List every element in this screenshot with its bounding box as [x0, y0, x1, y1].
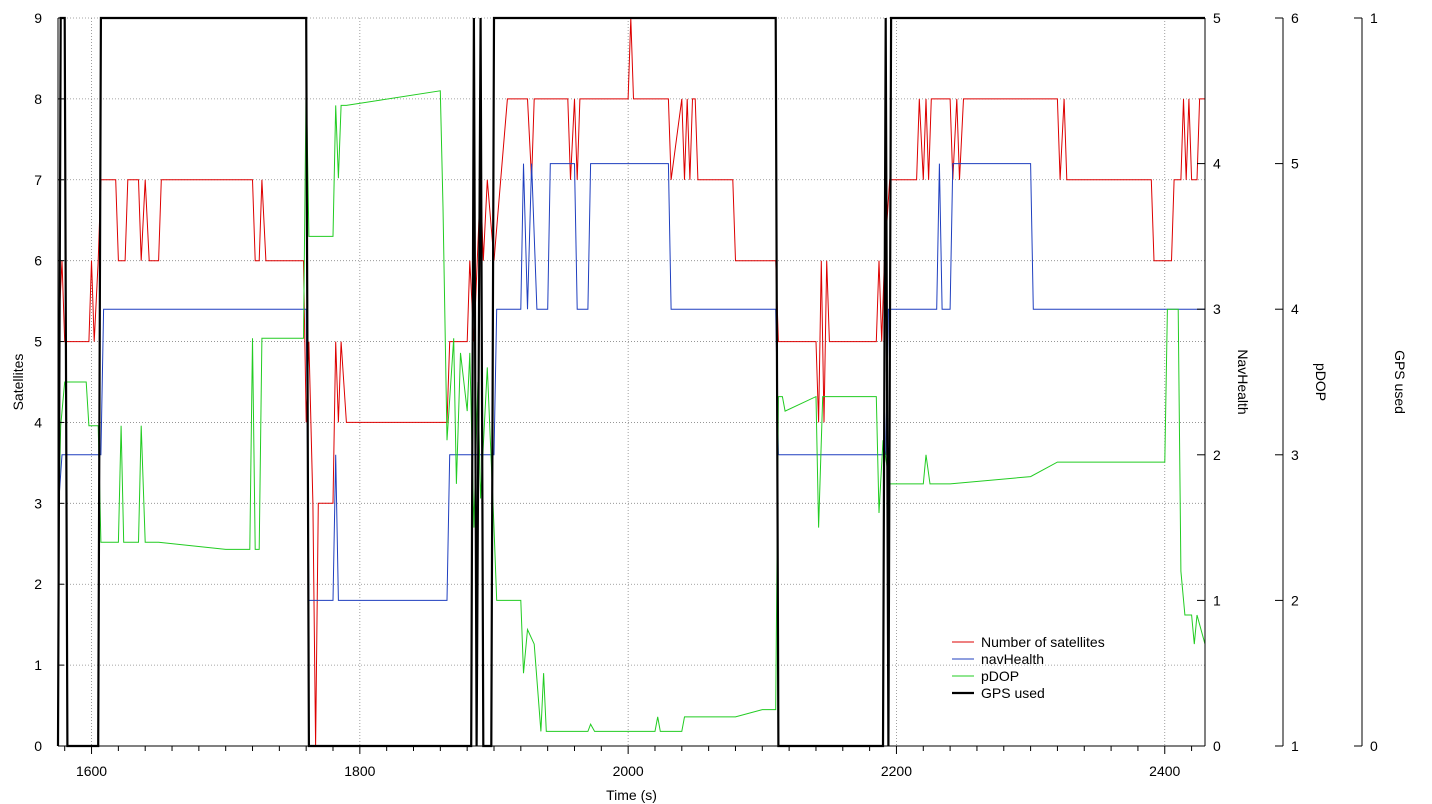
y-tick-label: 9 — [34, 10, 42, 26]
y-tick-label: 1 — [34, 657, 42, 673]
y-axis-title: Satellites — [10, 354, 26, 411]
pdop-axis-title: pDOP — [1313, 363, 1329, 401]
y-tick-label: 4 — [34, 414, 42, 430]
legend-label: GPS used — [981, 685, 1045, 701]
x-tick-label: 1600 — [76, 763, 107, 779]
x-tick-label: 2400 — [1149, 763, 1180, 779]
legend-label: navHealth — [981, 651, 1044, 667]
series-line — [57, 163, 1205, 601]
navhealth-axis-title: NavHealth — [1235, 349, 1251, 414]
pdop-tick-label: 3 — [1291, 447, 1299, 463]
y-tick-label: 5 — [34, 334, 42, 350]
y-tick-label: 7 — [34, 172, 42, 188]
x-tick-label: 2000 — [613, 763, 644, 779]
y-tick-label: 6 — [34, 253, 42, 269]
navhealth-tick-label: 3 — [1213, 301, 1221, 317]
navhealth-tick-label: 4 — [1213, 156, 1221, 172]
pdop-tick-label: 2 — [1291, 592, 1299, 608]
y-tick-label: 2 — [34, 576, 42, 592]
x-tick-label: 2200 — [881, 763, 912, 779]
legend-label: Number of satellites — [981, 634, 1105, 650]
navhealth-tick-label: 0 — [1213, 738, 1221, 754]
x-tick-label: 1800 — [344, 763, 375, 779]
pdop-tick-label: 1 — [1291, 738, 1299, 754]
series-line — [57, 17, 1205, 747]
gpsused-tick-label: 1 — [1370, 10, 1378, 26]
pdop-tick-label: 4 — [1291, 301, 1299, 317]
legend-label: pDOP — [981, 668, 1019, 684]
gpsused-axis-title: GPS used — [1392, 350, 1408, 414]
navhealth-tick-label: 1 — [1213, 592, 1221, 608]
y-tick-label: 3 — [34, 495, 42, 511]
y-tick-label: 0 — [34, 738, 42, 754]
navhealth-tick-label: 2 — [1213, 447, 1221, 463]
x-axis-title: Time (s) — [606, 787, 657, 803]
gpsused-tick-label: 0 — [1370, 738, 1378, 754]
pdop-tick-label: 5 — [1291, 156, 1299, 172]
y-tick-label: 8 — [34, 91, 42, 107]
pdop-tick-label: 6 — [1291, 10, 1299, 26]
series-line — [57, 76, 1206, 732]
navhealth-tick-label: 5 — [1213, 10, 1221, 26]
